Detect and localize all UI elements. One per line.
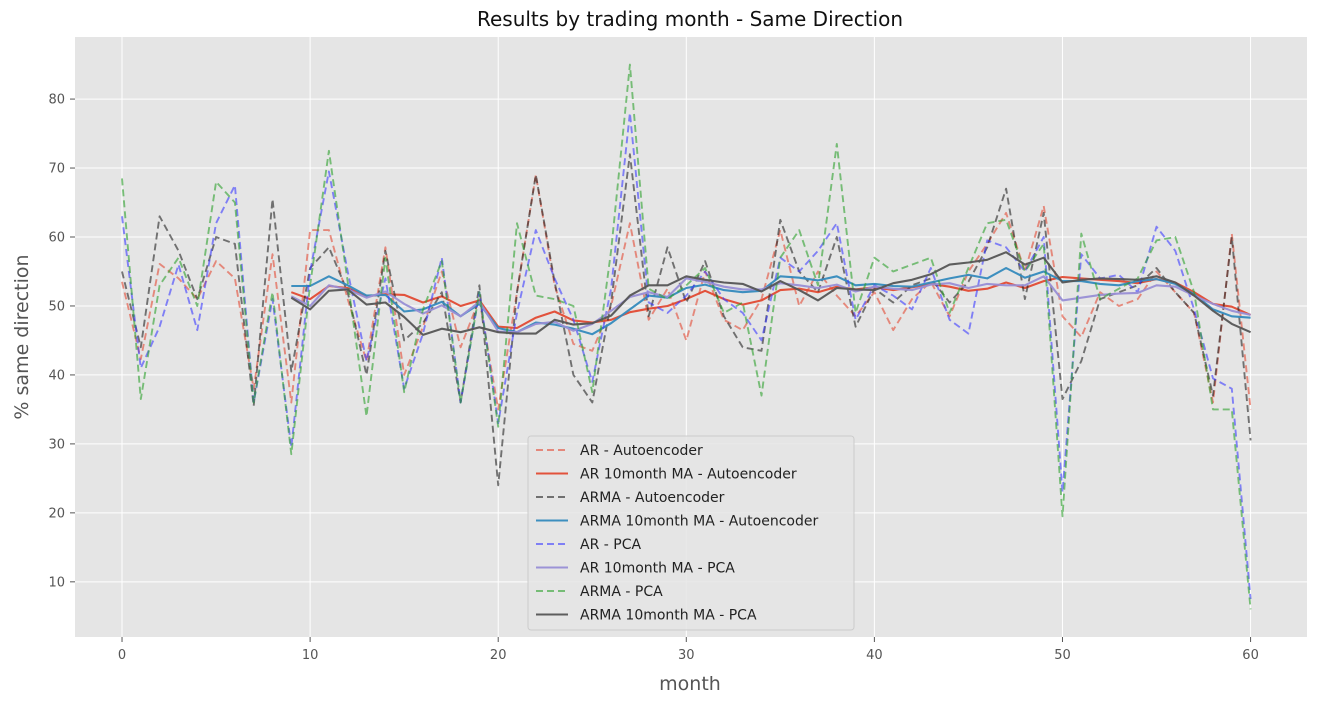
x-tick-label: 40 xyxy=(866,648,883,663)
y-tick-label: 30 xyxy=(48,437,65,452)
legend-box xyxy=(527,435,855,631)
legend-label: ARMA 10month MA - Autoencoder xyxy=(580,514,818,530)
legend-label: AR - Autoencoder xyxy=(580,443,703,459)
legend-label: ARMA - Autoencoder xyxy=(580,490,725,506)
legend-label: AR 10month MA - Autoencoder xyxy=(580,467,797,483)
series-line-3 xyxy=(291,266,1251,336)
y-tick-label: 70 xyxy=(48,162,65,177)
legend-label: AR 10month MA - PCA xyxy=(580,561,735,577)
x-tick-label: 10 xyxy=(302,648,319,663)
series-line-0 xyxy=(121,173,1252,411)
legend-label: ARMA 10month MA - PCA xyxy=(580,608,757,624)
legend-items: AR - Autoencoder AR 10month MA - Autoenco… xyxy=(536,443,818,624)
y-tick-label: 20 xyxy=(48,506,65,521)
y-tick-label: 10 xyxy=(48,575,65,590)
tick-labels: 0 10 20 30 40 50 60 10 20 30 40 50 60 70 80 xyxy=(48,93,1258,663)
x-tick-label: 20 xyxy=(490,648,507,663)
series-line-7 xyxy=(290,251,1252,336)
x-axis-label: month xyxy=(659,673,721,695)
legend: AR - Autoencoder AR 10month MA - Autoenco… xyxy=(527,435,855,631)
x-tick-label: 60 xyxy=(1242,648,1259,663)
y-tick-label: 40 xyxy=(48,368,65,383)
x-tick-label: 0 xyxy=(118,648,126,663)
y-tick-label: 60 xyxy=(48,231,65,246)
y-tick-label: 50 xyxy=(48,299,65,314)
y-tick-label: 80 xyxy=(48,93,65,108)
x-tick-label: 30 xyxy=(678,648,695,663)
series-line-4 xyxy=(121,111,1252,600)
chart-title: Results by trading month - Same Directio… xyxy=(477,7,903,31)
legend-label: AR - PCA xyxy=(580,537,641,553)
legend-label: ARMA - PCA xyxy=(580,584,663,600)
series-line-6 xyxy=(121,63,1252,610)
series-layer xyxy=(121,63,1252,610)
y-axis-label: % same direction xyxy=(11,254,33,419)
x-tick-label: 50 xyxy=(1054,648,1071,663)
